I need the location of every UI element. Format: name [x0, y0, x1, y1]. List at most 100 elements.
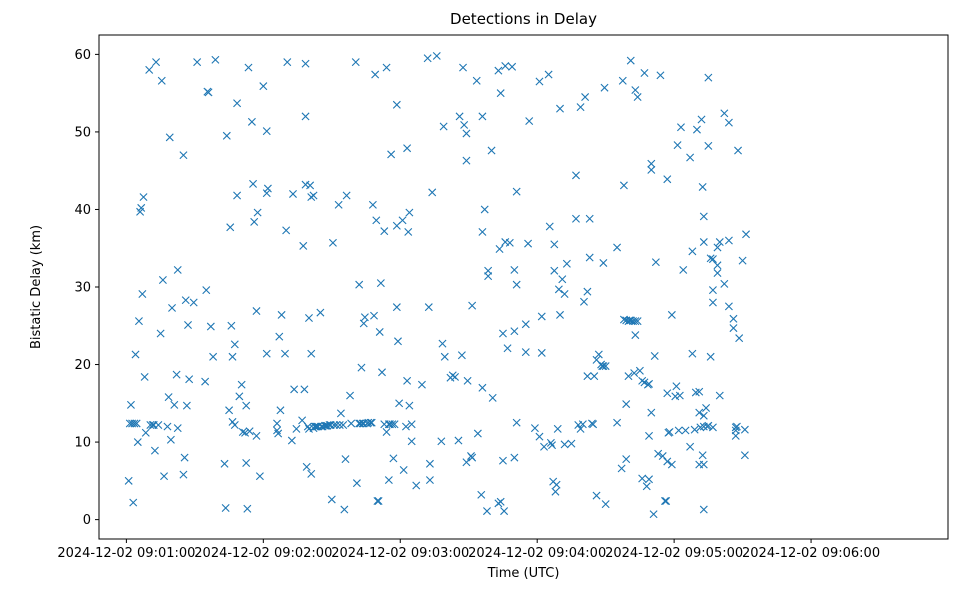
- data-point: [275, 332, 284, 341]
- data-point: [393, 337, 402, 346]
- data-point: [158, 276, 167, 285]
- data-point: [715, 391, 724, 400]
- data-point: [395, 399, 404, 408]
- data-point: [708, 298, 717, 307]
- data-point: [238, 428, 247, 436]
- data-point: [403, 144, 412, 153]
- data-point: [686, 153, 695, 162]
- data-point: [225, 406, 234, 415]
- data-point: [661, 497, 669, 505]
- data-point: [500, 507, 509, 516]
- data-point: [650, 352, 659, 360]
- data-point: [482, 507, 491, 516]
- data-point: [546, 438, 555, 447]
- y-tick-label: 20: [74, 358, 91, 373]
- data-point: [688, 349, 697, 358]
- data-point: [578, 420, 587, 429]
- data-point: [287, 436, 296, 445]
- data-point: [647, 159, 656, 168]
- data-point: [193, 58, 202, 67]
- data-point: [131, 350, 140, 359]
- data-point: [724, 118, 733, 127]
- data-point: [388, 420, 397, 429]
- data-point: [545, 222, 554, 231]
- data-point: [673, 141, 682, 150]
- data-point: [247, 117, 256, 126]
- data-point: [572, 214, 580, 223]
- chart-title: Detections in Delay: [450, 10, 597, 28]
- data-point: [276, 406, 285, 415]
- data-point: [356, 419, 365, 428]
- data-point: [598, 362, 607, 371]
- data-point: [384, 420, 393, 429]
- data-point: [134, 317, 143, 326]
- data-point: [512, 418, 521, 427]
- data-point: [403, 376, 412, 385]
- data-point: [556, 310, 565, 319]
- data-point: [695, 408, 704, 417]
- data-point: [645, 431, 654, 440]
- data-point: [250, 217, 259, 226]
- data-point: [262, 127, 271, 136]
- data-point: [592, 491, 601, 500]
- data-point: [179, 151, 188, 160]
- data-point: [181, 296, 190, 305]
- data-point: [631, 317, 640, 326]
- data-point: [230, 421, 239, 430]
- data-point: [129, 498, 138, 507]
- data-point: [732, 422, 741, 431]
- data-point: [572, 171, 580, 180]
- data-point: [334, 200, 343, 209]
- data-point: [556, 104, 565, 113]
- data-point: [720, 109, 729, 118]
- data-point: [425, 459, 434, 468]
- data-point: [583, 287, 592, 296]
- data-point: [510, 453, 519, 462]
- data-point: [640, 69, 649, 77]
- data-point: [731, 431, 740, 440]
- data-point: [283, 58, 292, 67]
- data-point: [405, 208, 414, 217]
- data-point: [253, 208, 262, 217]
- data-point: [548, 441, 557, 450]
- data-point: [457, 351, 466, 360]
- data-point: [132, 419, 141, 428]
- data-point: [292, 424, 301, 433]
- data-point: [138, 289, 147, 298]
- data-point: [667, 460, 676, 469]
- data-point: [558, 275, 567, 284]
- data-point: [326, 421, 335, 430]
- data-point: [697, 115, 706, 124]
- data-point: [228, 352, 237, 361]
- data-point: [201, 377, 210, 386]
- data-point: [152, 58, 161, 67]
- data-point: [235, 392, 244, 401]
- data-point: [635, 366, 644, 375]
- data-point: [282, 226, 291, 235]
- data-point: [140, 372, 149, 381]
- data-point: [428, 188, 437, 197]
- data-point: [740, 425, 749, 434]
- data-point: [638, 474, 647, 483]
- data-point: [230, 340, 239, 349]
- data-point: [302, 462, 311, 471]
- data-point: [525, 117, 534, 126]
- data-point: [613, 418, 622, 427]
- x-tick-label: 2024-12-02 09:05:00: [605, 546, 743, 561]
- data-point: [651, 258, 660, 267]
- data-point: [503, 344, 512, 353]
- data-point: [698, 182, 707, 191]
- data-point: [168, 303, 177, 312]
- data-point: [301, 112, 310, 121]
- data-point: [576, 424, 585, 433]
- y-tick-label: 30: [74, 281, 91, 296]
- data-point: [617, 464, 626, 473]
- data-point: [375, 327, 384, 336]
- data-point: [663, 175, 672, 184]
- data-point: [387, 150, 396, 159]
- data-point: [301, 59, 310, 68]
- data-point: [263, 184, 272, 193]
- y-axis-label: Bistatic Delay (km): [29, 225, 44, 349]
- data-point: [221, 503, 230, 512]
- data-point: [622, 400, 631, 409]
